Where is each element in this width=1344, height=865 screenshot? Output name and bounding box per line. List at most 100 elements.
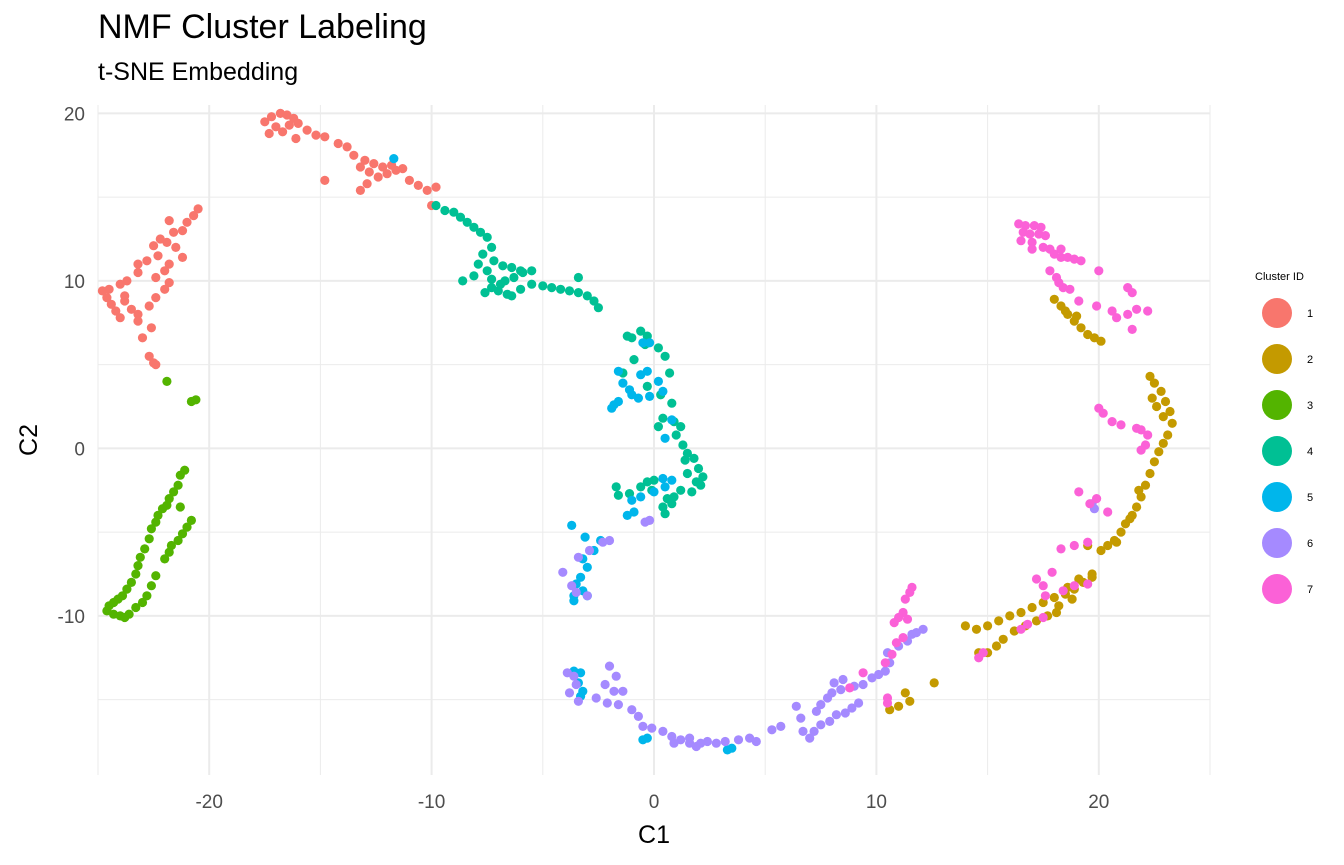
cluster-7-point <box>1027 244 1037 254</box>
cluster-2-point <box>1125 514 1135 524</box>
cluster-4-point <box>449 207 459 217</box>
cluster-3-point <box>162 376 172 386</box>
cluster-1-point <box>413 180 423 190</box>
cluster-7-point <box>1127 288 1137 298</box>
cluster-6-point <box>567 581 577 591</box>
cluster-1-point <box>189 211 199 221</box>
cluster-7-point <box>1056 252 1066 262</box>
cluster-1-point <box>153 251 163 261</box>
legend-key-7 <box>1262 574 1292 604</box>
cluster-4-point <box>689 453 699 463</box>
y-axis-title: C2 <box>15 424 43 456</box>
cluster-7-point <box>882 698 893 708</box>
cluster-7-point <box>887 649 897 660</box>
cluster-3-point <box>164 547 174 557</box>
cluster-4-point <box>462 217 472 227</box>
cluster-2-point <box>1149 457 1159 467</box>
cluster-6-point <box>669 738 679 748</box>
cluster-4-point <box>642 381 652 391</box>
cluster-1-point <box>151 272 161 283</box>
cluster-5-point <box>660 433 670 443</box>
cluster-3-point <box>191 395 201 405</box>
legend-key-4 <box>1262 436 1292 466</box>
cluster-1-point <box>126 304 136 314</box>
x-axis-ticks: -20 -10 0 10 20 <box>195 792 1109 813</box>
cluster-1-point <box>164 278 174 288</box>
cluster-1-point <box>266 112 277 122</box>
cluster-5-point <box>658 473 668 484</box>
cluster-7-point <box>1069 540 1079 551</box>
cluster-7-point <box>1069 581 1079 591</box>
x-tick-label: 10 <box>866 792 887 813</box>
cluster-2-point <box>1140 480 1151 490</box>
cluster-1-point <box>311 130 321 140</box>
cluster-4-point <box>687 487 697 497</box>
cluster-7-point <box>1076 256 1086 266</box>
cluster-1-point <box>151 293 161 303</box>
cluster-6-point <box>609 686 619 696</box>
cluster-1-point <box>111 306 121 316</box>
cluster-4-point <box>682 468 693 479</box>
cluster-2-point <box>1112 537 1122 547</box>
legend-key-5 <box>1262 482 1292 512</box>
cluster-1-point <box>355 162 365 172</box>
cluster-3-point <box>182 522 192 532</box>
legend-label-3: 3 <box>1307 400 1313 412</box>
cluster-2-point <box>1160 396 1171 407</box>
cluster-4-point <box>507 291 517 301</box>
legend-label-1: 1 <box>1307 308 1313 320</box>
cluster-4-point <box>611 482 621 492</box>
cluster-1-point <box>422 185 432 195</box>
cluster-5-point <box>658 386 668 396</box>
cluster-4-point <box>693 463 704 474</box>
data-points <box>97 108 1177 755</box>
cluster-6-point <box>831 710 842 720</box>
cluster-5-point <box>636 492 646 502</box>
cluster-3-point <box>151 517 161 527</box>
cluster-5-point <box>613 396 624 407</box>
cluster-1-point <box>162 237 172 247</box>
cluster-6-point <box>696 738 706 748</box>
cluster-4-point <box>667 398 677 408</box>
cluster-5-point <box>653 376 664 386</box>
cluster-1-point <box>378 162 388 172</box>
cluster-7-point <box>1092 301 1102 311</box>
cluster-7-point <box>1074 296 1084 306</box>
cluster-5-point <box>627 495 637 505</box>
cluster-6-point <box>584 545 595 556</box>
cluster-3-point <box>131 569 141 579</box>
cluster-1-point <box>391 165 401 175</box>
cluster-6-point <box>558 567 568 577</box>
cluster-1-point <box>106 299 116 309</box>
x-tick-label: 20 <box>1088 792 1109 813</box>
cluster-1-point <box>293 118 303 128</box>
cluster-1-point <box>382 169 392 179</box>
cluster-1-point <box>144 301 154 311</box>
cluster-2-point <box>1145 371 1155 381</box>
cluster-7-point <box>891 638 902 648</box>
cluster-4-point <box>649 475 659 485</box>
cluster-2-point <box>1163 430 1173 440</box>
cluster-1-point <box>360 155 370 165</box>
cluster-4-point <box>653 422 664 432</box>
cluster-7-point <box>1058 586 1068 596</box>
cluster-4-point <box>636 326 646 336</box>
cluster-4-point <box>473 259 483 269</box>
cluster-6-point <box>591 693 601 703</box>
cluster-1-point <box>264 128 274 139</box>
cluster-1-point <box>431 182 441 192</box>
cluster-2-point <box>1165 406 1175 417</box>
cluster-4-point <box>676 485 686 495</box>
cluster-1-point <box>171 242 181 252</box>
cluster-2-point <box>1005 611 1015 621</box>
legend-title: Cluster ID <box>1255 271 1304 283</box>
cluster-5-point <box>622 510 632 520</box>
cluster-2-point <box>1027 602 1037 613</box>
cluster-7-point <box>1143 430 1153 440</box>
cluster-2-point <box>929 678 939 688</box>
cluster-4-point <box>507 262 517 273</box>
cluster-4-point <box>573 288 584 298</box>
cluster-3-point <box>142 591 152 601</box>
x-tick-label: 0 <box>649 792 660 813</box>
